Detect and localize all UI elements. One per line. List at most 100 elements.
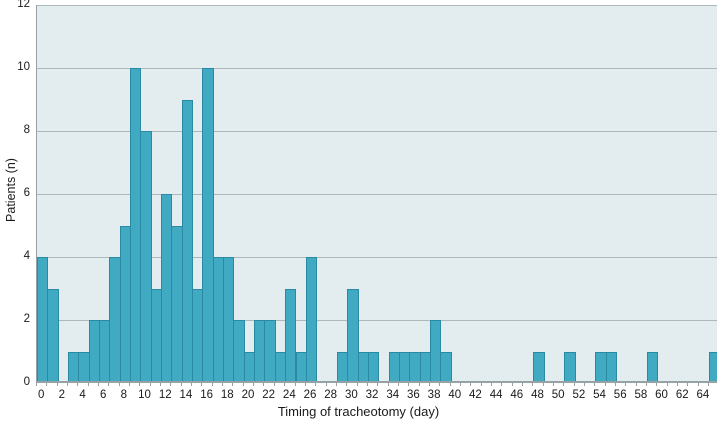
x-axis-tick <box>387 383 389 386</box>
x-axis-tick <box>708 383 710 386</box>
x-axis-tick <box>677 383 679 386</box>
y-tick-label-12: 12 <box>17 0 30 10</box>
x-tick-label-62: 62 <box>675 389 689 401</box>
x-axis-tick <box>584 383 586 386</box>
x-axis-tick <box>170 383 172 386</box>
x-tick-label-12: 12 <box>158 389 172 401</box>
x-axis-tick <box>56 383 58 386</box>
x-tick-label-58: 58 <box>634 389 648 401</box>
x-tick-label-52: 52 <box>572 389 586 401</box>
x-axis-tick <box>108 383 110 386</box>
bar-day-55 <box>605 351 618 383</box>
bar-day-51 <box>564 351 576 383</box>
bar-day-39 <box>440 351 452 383</box>
x-axis-tick <box>191 383 193 386</box>
x-tick-label-0: 0 <box>37 389 45 401</box>
gridline-10 <box>37 67 717 69</box>
x-axis-tick <box>242 383 244 386</box>
bar-day-1 <box>47 288 59 383</box>
x-tick-label-44: 44 <box>489 389 503 401</box>
x-axis-tick <box>46 383 48 386</box>
x-axis-tick <box>615 383 617 386</box>
x-axis-tick <box>273 383 275 386</box>
bar-day-65 <box>709 351 717 383</box>
x-axis-tick <box>377 383 379 386</box>
x-axis-tick <box>594 383 596 386</box>
x-axis-tick <box>139 383 141 386</box>
x-axis-tick <box>563 383 565 386</box>
x-axis-tick <box>253 383 255 386</box>
x-tick-label-6: 6 <box>100 389 107 401</box>
x-axis-tick <box>346 383 348 386</box>
x-tick-label-30: 30 <box>344 389 358 401</box>
x-tick-label-32: 32 <box>365 389 379 401</box>
x-tick-label-20: 20 <box>241 389 255 401</box>
x-tick-label-56: 56 <box>613 389 627 401</box>
x-tick-label-36: 36 <box>407 389 420 401</box>
x-axis-tick <box>294 383 296 386</box>
x-axis-tick <box>470 383 472 386</box>
x-axis-tick <box>129 383 131 386</box>
y-tick-label-10: 10 <box>17 61 30 73</box>
x-axis-tick <box>573 383 575 386</box>
x-axis-tick <box>490 383 492 386</box>
bar-day-59 <box>647 351 659 383</box>
x-tick-label-28: 28 <box>324 389 338 401</box>
x-tick-label-10: 10 <box>138 389 151 401</box>
x-tick-label-14: 14 <box>179 389 193 401</box>
x-axis-tick <box>635 383 637 386</box>
bar-day-48 <box>533 351 545 383</box>
y-tick-label-0: 0 <box>23 376 30 388</box>
x-axis-tick <box>459 383 461 386</box>
x-axis-tick <box>408 383 410 386</box>
gridline-12 <box>37 5 717 6</box>
x-axis-tick <box>315 383 317 386</box>
x-axis-line <box>37 381 717 383</box>
x-axis-title: Timing of tracheotomy (day) <box>277 404 440 419</box>
x-tick-label-60: 60 <box>655 389 668 401</box>
x-axis-tick <box>366 383 368 386</box>
x-axis-tick <box>646 383 648 386</box>
x-axis-tick <box>625 383 627 386</box>
y-tick-label-2: 2 <box>23 313 30 325</box>
x-tick-label-42: 42 <box>469 389 482 401</box>
x-axis-tick <box>180 383 182 386</box>
x-axis-tick <box>687 383 689 386</box>
x-axis-tick <box>232 383 234 386</box>
x-tick-label-40: 40 <box>448 389 462 401</box>
x-tick-label-16: 16 <box>200 389 214 401</box>
x-tick-label-2: 2 <box>58 389 66 401</box>
x-axis-tick <box>325 383 327 386</box>
x-axis-tick <box>222 383 224 386</box>
x-tick-label-34: 34 <box>386 389 400 401</box>
x-tick-label-54: 54 <box>593 389 606 401</box>
x-axis-tick <box>666 383 668 386</box>
gridline-8 <box>37 130 717 132</box>
x-axis-tick <box>67 383 69 386</box>
x-axis-tick <box>604 383 606 386</box>
y-tick-label-6: 6 <box>23 187 30 199</box>
x-tick-label-48: 48 <box>531 389 544 401</box>
x-axis-tick <box>501 383 503 386</box>
gridline-4 <box>37 256 717 258</box>
y-tick-label-4: 4 <box>23 250 30 262</box>
x-axis-tick <box>480 383 482 386</box>
x-axis-tick <box>553 383 554 386</box>
x-tick-label-22: 22 <box>262 389 276 401</box>
x-axis-tick <box>263 383 265 386</box>
x-axis-tick <box>542 383 544 386</box>
x-tick-label-50: 50 <box>551 389 565 401</box>
x-axis-tick <box>98 383 100 386</box>
x-tick-label-24: 24 <box>282 389 296 401</box>
x-axis-tick <box>511 383 513 386</box>
plot-area <box>36 5 717 383</box>
x-axis-tick <box>201 383 203 386</box>
x-tick-label-26: 26 <box>303 389 317 401</box>
x-axis-tick <box>149 383 151 386</box>
x-axis-tick <box>532 383 534 386</box>
x-tick-label-4: 4 <box>79 389 86 401</box>
bar-day-32 <box>367 351 380 383</box>
x-axis-tick <box>418 383 420 386</box>
x-tick-label-64: 64 <box>696 389 710 401</box>
